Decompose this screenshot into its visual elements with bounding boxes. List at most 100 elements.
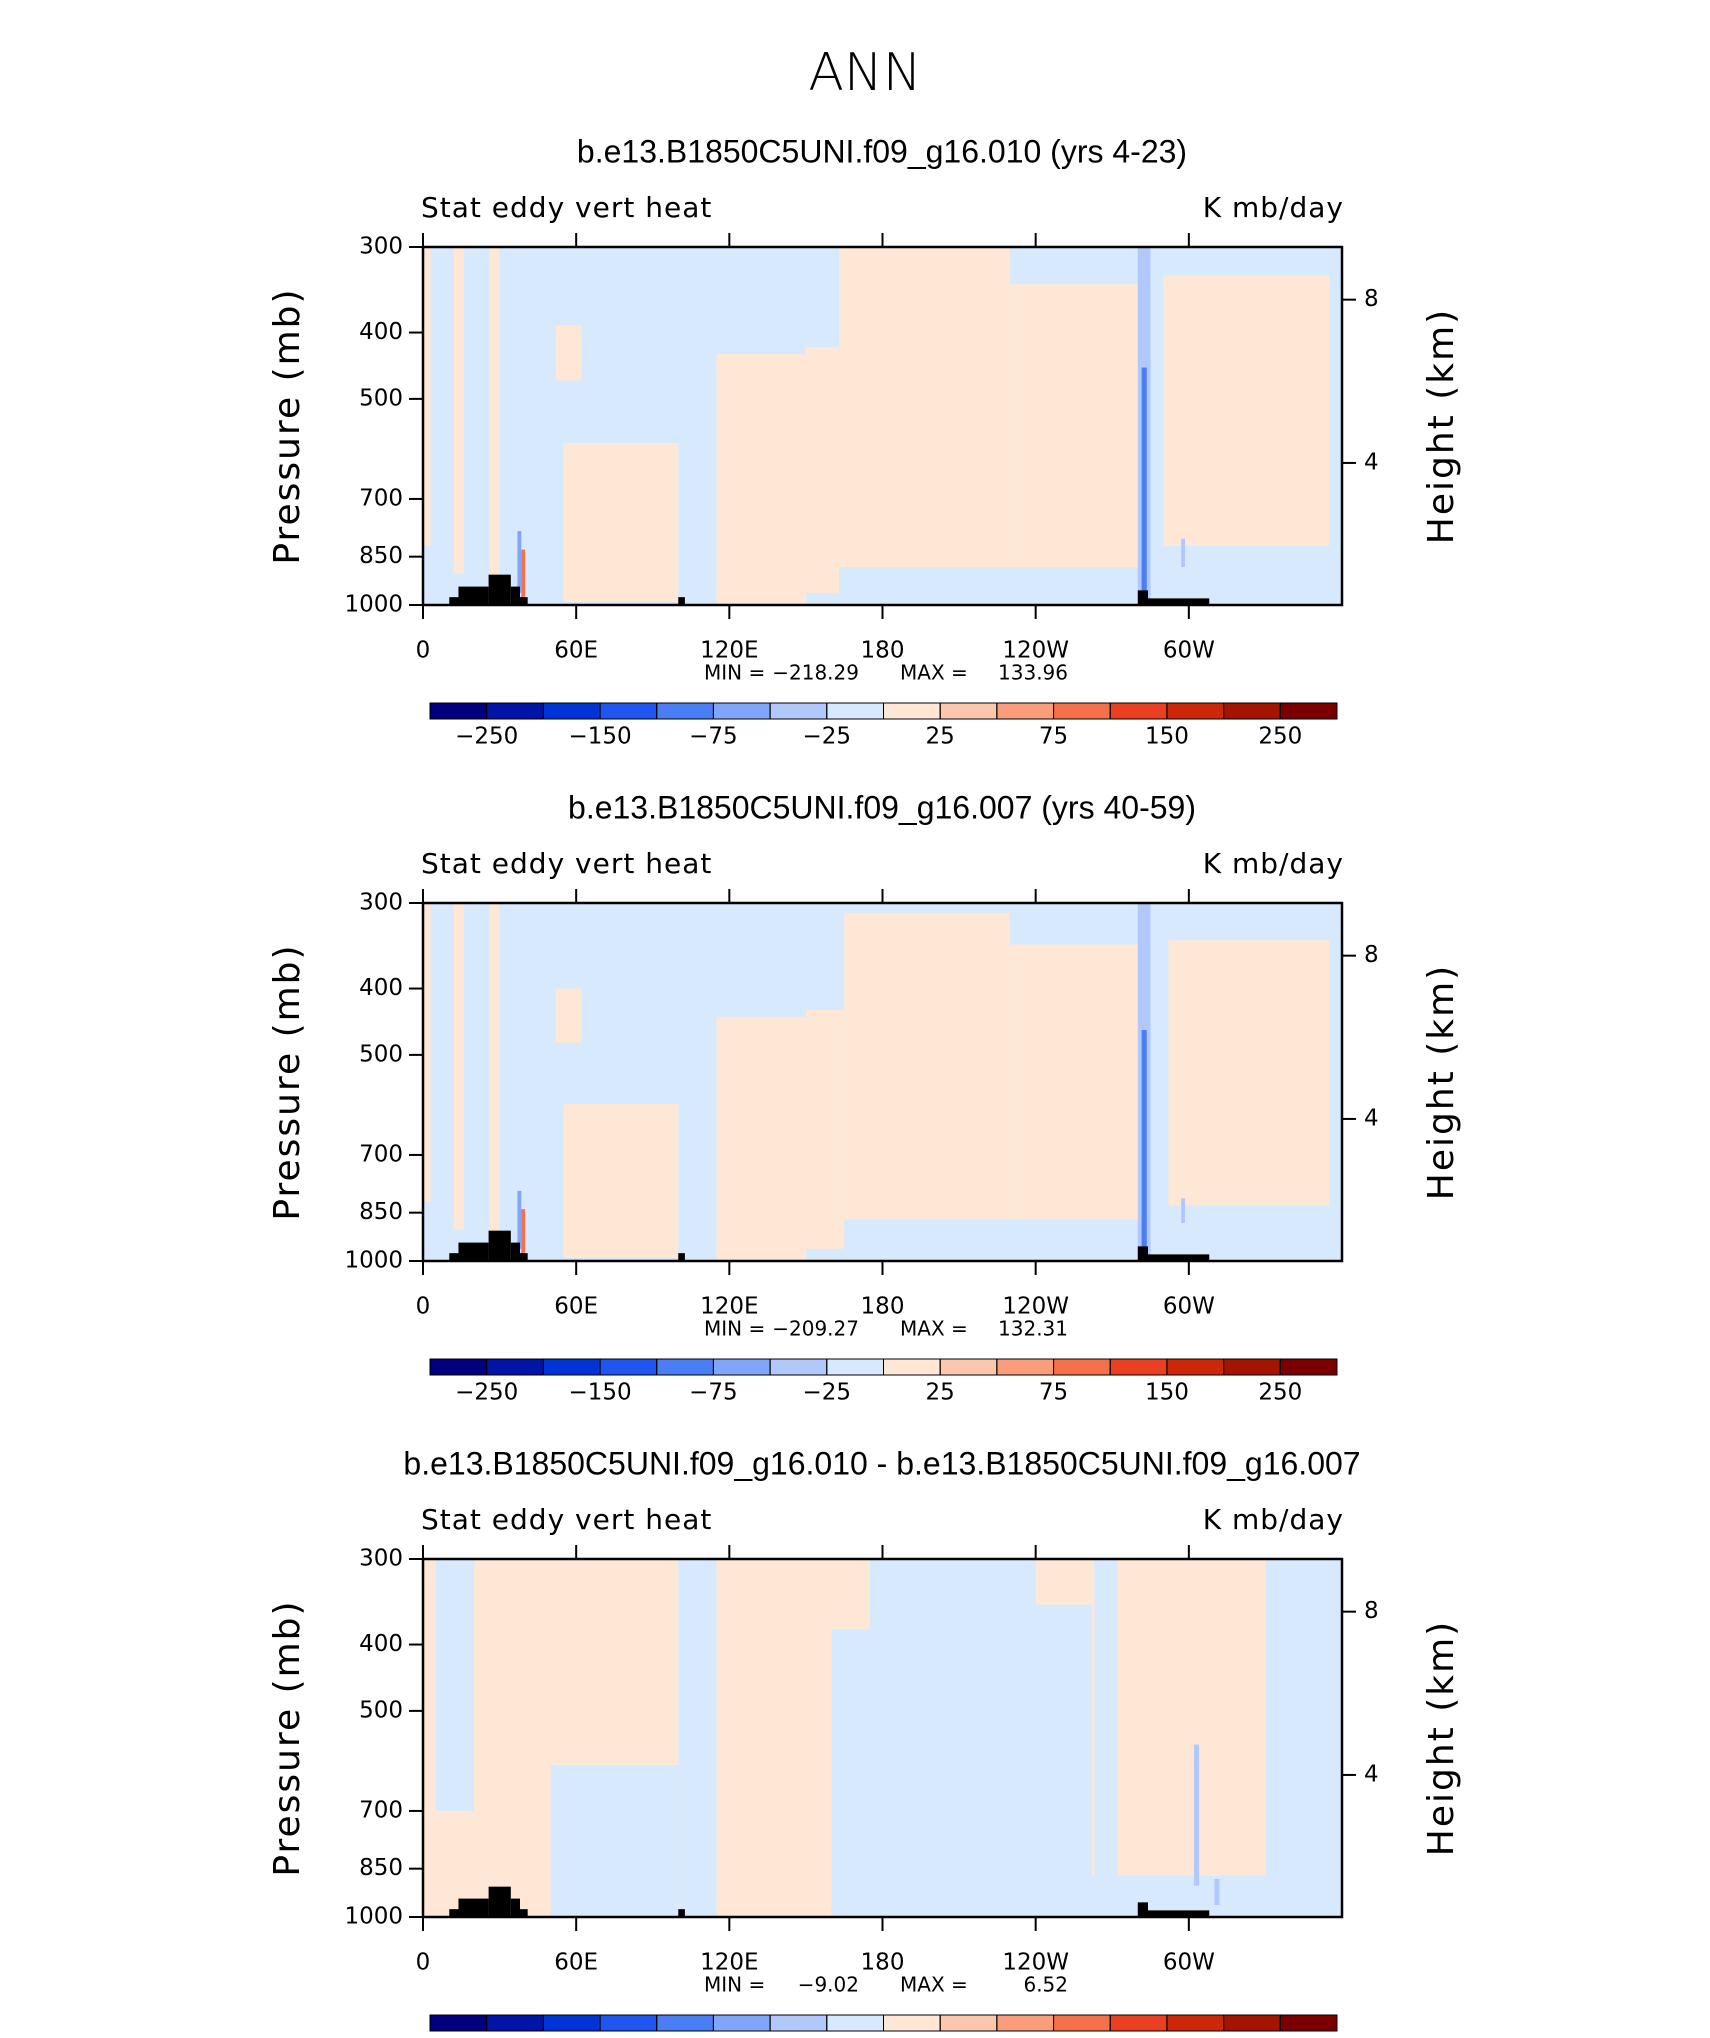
panel-title: b.e13.B1850C5UNI.f09_g16.010 - b.e13.B18…	[403, 1445, 1360, 1481]
colorbar-box	[1223, 2014, 1281, 2032]
colorbar-box	[939, 702, 998, 720]
topography	[488, 1230, 511, 1261]
colorbar-box	[656, 2014, 714, 2032]
colorbar-label: 75	[1039, 724, 1068, 750]
colorbar-box	[769, 702, 828, 720]
x-tick-label: 60E	[554, 1950, 598, 1976]
field	[423, 247, 1342, 605]
x-tick-label: 120W	[1002, 1294, 1069, 1320]
colorbar-box	[883, 702, 941, 720]
colorbar-box	[656, 1358, 714, 1376]
colorbar-label: 40	[1096, 2036, 1125, 2038]
colorbar-box	[429, 2014, 488, 2032]
colorbar-box	[1109, 2014, 1168, 2032]
contour-region	[1214, 1878, 1220, 1905]
x-tick-label: 0	[416, 1294, 431, 1320]
colorbar-box	[939, 1358, 998, 1376]
x-tick-label: 60W	[1163, 1294, 1215, 1320]
contour-region	[716, 354, 806, 605]
y-tick-label: 400	[359, 975, 403, 1001]
contour-region	[1141, 367, 1147, 593]
topography	[449, 597, 459, 605]
y-axis-label: Pressure (mb)	[267, 287, 308, 564]
y-tick-label: 700	[359, 1141, 403, 1167]
contour-region	[453, 247, 464, 574]
topography	[520, 597, 528, 605]
colorbar-label: −75	[689, 724, 738, 750]
contour-region	[1168, 940, 1330, 1206]
colorbar-box	[429, 1358, 488, 1376]
stat-value: −218.29	[772, 661, 859, 685]
y2-axis-label: Height (km)	[1421, 964, 1462, 1200]
topography	[1137, 1246, 1148, 1261]
y-tick-label: 400	[359, 1631, 403, 1657]
colorbar-box	[939, 2014, 998, 2032]
colorbar-box	[1109, 1358, 1168, 1376]
topography	[520, 1253, 528, 1261]
colorbar-label: −40	[632, 2036, 681, 2038]
colorbar-box	[1053, 1358, 1111, 1376]
colorbar-label: −75	[689, 1380, 738, 1406]
colorbar-box	[1166, 702, 1225, 720]
left-string: Stat eddy vert heat	[421, 847, 712, 880]
x-tick-label: 60W	[1163, 638, 1215, 664]
topography	[458, 1898, 489, 1917]
topography	[1147, 598, 1210, 605]
colorbar-box	[883, 2014, 941, 2032]
contour-region	[1094, 1559, 1118, 1917]
topography	[1137, 590, 1148, 605]
y-tick-label: 1000	[344, 592, 403, 618]
y2-axis-label: Height (km)	[1421, 1620, 1462, 1856]
colorbar-label: 250	[1258, 1380, 1302, 1406]
contour-region	[997, 1604, 1092, 1917]
y-tick-label: 300	[359, 234, 403, 260]
colorbar-box	[1053, 702, 1111, 720]
y-tick-label: 500	[359, 1697, 403, 1723]
topography	[458, 586, 489, 605]
colorbar-box	[1223, 1358, 1281, 1376]
contour-region	[517, 1190, 522, 1249]
colorbar-box	[712, 1358, 771, 1376]
contour-region	[1181, 1198, 1186, 1223]
contour-region	[805, 1010, 845, 1249]
colorbar-box	[1053, 2014, 1111, 2032]
topography	[520, 1909, 528, 1917]
stat-name: MIN =	[704, 661, 765, 685]
x-tick-label: 120E	[700, 1950, 758, 1976]
colorbar-label: 25	[926, 724, 955, 750]
y2-tick-label: 4	[1364, 1761, 1379, 1787]
colorbar-box	[486, 1358, 544, 1376]
contour-region	[1141, 1030, 1147, 1249]
field	[423, 1559, 1342, 1917]
colorbar-box	[712, 2014, 771, 2032]
colorbar-label: 25	[926, 1380, 955, 1406]
contour-region	[489, 903, 500, 1246]
colorbar-box	[769, 1358, 828, 1376]
topography	[1147, 1910, 1210, 1917]
colorbar-box	[1279, 2014, 1338, 2032]
x-tick-label: 120W	[1002, 1950, 1069, 1976]
colorbar-label: −80	[519, 2036, 568, 2038]
contour-region	[555, 325, 582, 381]
y-axis-label: Pressure (mb)	[267, 1599, 308, 1876]
y-tick-label: 400	[359, 319, 403, 345]
figure-title: ANN	[808, 43, 921, 103]
topography	[449, 1909, 459, 1917]
colorbar-box	[486, 702, 544, 720]
colorbar-box	[1166, 2014, 1225, 2032]
colorbar-label: 0	[876, 2036, 891, 2038]
colorbar-box	[542, 702, 601, 720]
contour-region	[1010, 944, 1138, 1220]
x-tick-label: 0	[416, 1950, 431, 1976]
topography	[1137, 1902, 1148, 1917]
colorbar-box	[996, 2014, 1055, 2032]
colorbar-label: −10	[746, 2036, 795, 2038]
topography	[1147, 1254, 1210, 1261]
colorbar-box	[599, 1358, 658, 1376]
colorbar-label: −150	[568, 1380, 631, 1406]
left-string: Stat eddy vert heat	[421, 1503, 712, 1536]
colorbar-box	[486, 2014, 544, 2032]
x-tick-label: 120W	[1002, 638, 1069, 664]
